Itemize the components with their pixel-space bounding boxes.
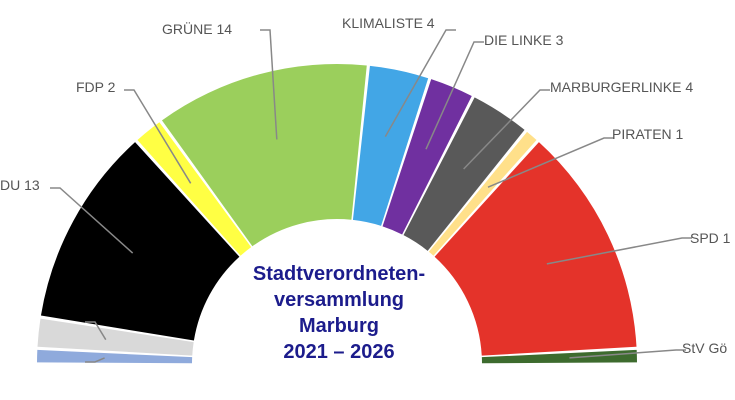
- leader-line-0: [85, 357, 105, 363]
- labels-group: DU 13 FDP 2 GRÜNE 14 KLIMALISTE 4 DIE LI…: [0, 15, 731, 356]
- slice-9: [434, 142, 637, 356]
- slice-label-die-linke: DIE LINKE 3: [484, 32, 564, 48]
- slice-3: [137, 122, 252, 256]
- leader-line-8: [487, 137, 614, 188]
- leader-line-5: [384, 29, 456, 137]
- center-title: Stadtverordneten- versammlung Marburg 20…: [253, 263, 425, 363]
- slice-label-klimaliste: KLIMALISTE 4: [342, 15, 435, 31]
- slice-10: [481, 349, 637, 364]
- slice-4: [161, 64, 367, 247]
- leader-lines-group: [50, 29, 692, 363]
- slice-label-piraten: PIRATEN 1: [612, 126, 684, 142]
- slice-5: [352, 65, 429, 226]
- center-title-line-4: 2021 – 2026: [283, 341, 394, 363]
- slice-label-spd: SPD 1: [690, 230, 731, 246]
- slice-0: [37, 349, 193, 364]
- slice-2: [40, 142, 240, 341]
- leader-line-10: [569, 349, 686, 359]
- center-title-line-2: versammlung: [274, 289, 404, 311]
- leader-line-4: [260, 29, 278, 140]
- slice-8: [428, 131, 537, 256]
- leader-line-6: [425, 41, 484, 150]
- slice-6: [382, 79, 472, 235]
- center-title-line-3: Marburg: [299, 315, 379, 337]
- slice-label-gruene: GRÜNE 14: [162, 20, 232, 37]
- slices-group: [37, 64, 637, 364]
- slice-label-stv: StV Gö: [682, 340, 727, 356]
- leader-line-1: [85, 321, 107, 341]
- leader-line-2: [50, 187, 134, 254]
- center-title-line-1: Stadtverordneten-: [253, 263, 425, 285]
- slice-label-du: DU 13: [0, 177, 40, 193]
- leader-line-7: [463, 89, 550, 170]
- leader-line-3: [124, 89, 192, 184]
- slice-label-marburgerlinke: MARBURGERLINKE 4: [550, 79, 693, 95]
- slice-1: [37, 318, 194, 356]
- slice-7: [403, 97, 525, 251]
- leader-line-9: [546, 237, 692, 265]
- slice-label-fdp: FDP 2: [76, 79, 116, 95]
